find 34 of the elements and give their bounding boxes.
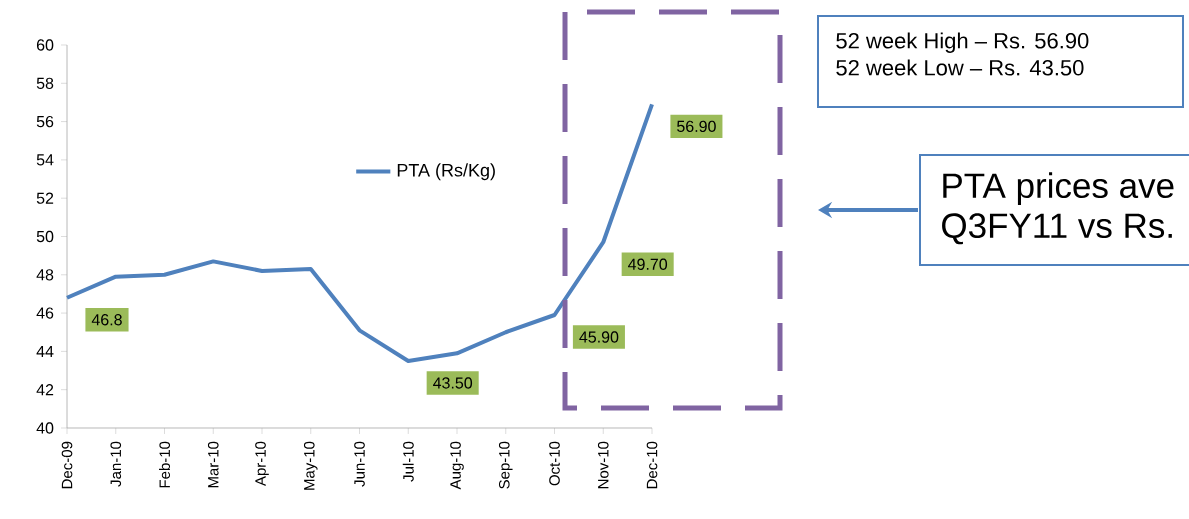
x-tick-label: Aug-10 xyxy=(450,441,464,490)
x-tick-label: Jan-10 xyxy=(110,441,122,487)
text: Q3FY11 vs Rs. xyxy=(942,213,1172,245)
y-tick-label: 54 xyxy=(36,154,54,166)
x-tick-label: Sep-10 xyxy=(498,441,513,489)
y-tick-label: 58 xyxy=(36,77,54,89)
x-tick-label: Dec-10 xyxy=(646,441,658,489)
y-tick-label: 50 xyxy=(36,230,54,243)
x-tick-label: Jun-10 xyxy=(354,441,365,487)
x-tick-label: Nov-10 xyxy=(597,441,609,489)
data-label: 46.8 xyxy=(91,314,122,326)
y-tick-label: 52 xyxy=(36,192,54,204)
text: 52 week Low – Rs. 43.50 xyxy=(836,59,1084,76)
data-label: 43.50 xyxy=(433,377,473,389)
data-label: 56.90 xyxy=(677,120,716,133)
data-label: 49.70 xyxy=(628,258,668,270)
y-tick-label: 42 xyxy=(36,384,54,396)
x-tick-label: Feb-10 xyxy=(159,441,171,488)
x-tick-label: Dec-09 xyxy=(61,441,73,489)
data-label: 45.90 xyxy=(579,331,619,343)
x-tick-label: Apr-10 xyxy=(255,441,269,487)
y-tick-label: 44 xyxy=(36,345,54,357)
y-tick-label: 48 xyxy=(36,269,54,281)
x-tick-label: Jul-10 xyxy=(402,441,414,482)
x-tick-label: Oct-10 xyxy=(549,441,560,486)
text: 52 week High – Rs. 56.90 xyxy=(836,32,1089,53)
y-tick-label: 40 xyxy=(36,422,54,434)
x-tick-label: Mar-10 xyxy=(207,441,219,488)
y-tick-label: 56 xyxy=(36,115,54,128)
x-tick-label: May-10 xyxy=(303,441,318,490)
text: PTA prices ave xyxy=(943,172,1174,206)
legend-label: PTA (Rs/Kg) xyxy=(397,163,495,181)
y-tick-label: 60 xyxy=(36,39,54,51)
y-tick-label: 46 xyxy=(36,307,54,319)
